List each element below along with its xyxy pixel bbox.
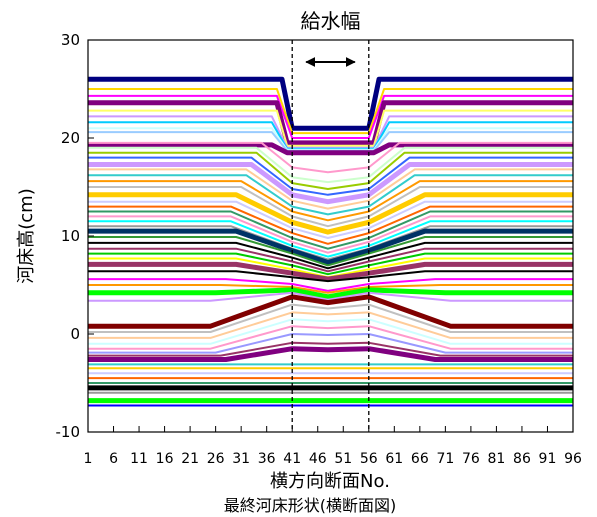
x-tick-label: 46 <box>309 451 327 467</box>
y-tick-label: 20 <box>61 129 80 147</box>
series-line-16 <box>88 168 573 210</box>
x-tick-label: 81 <box>488 451 506 467</box>
series-line-27 <box>88 228 573 265</box>
x-tick-label: 76 <box>462 451 480 467</box>
x-axis: 1 6 11 16 21 26 31 36 41 46 51 56 61 66 71 76 81 86 91 96 <box>84 426 582 467</box>
y-tick-label: -10 <box>56 423 81 441</box>
series-line-38 <box>88 291 573 302</box>
y-axis-label: 河床高(cm) <box>16 188 37 283</box>
series-line-42 <box>88 318 573 345</box>
x-tick-label: 6 <box>109 451 118 467</box>
series-line-45 <box>88 341 573 357</box>
series-line-29 <box>88 241 573 270</box>
series-line-3 <box>88 94 573 139</box>
x-tick-label: 96 <box>564 451 582 467</box>
series-line-21 <box>88 200 573 239</box>
series-line-30 <box>88 247 573 273</box>
series-line-44 <box>88 333 573 354</box>
series-layer <box>88 76 573 407</box>
series-line-40 <box>88 303 573 333</box>
x-tick-label: 56 <box>360 451 378 467</box>
x-tick-label: 41 <box>283 451 301 467</box>
x-tick-label: 1 <box>84 451 93 467</box>
x-tick-label: 11 <box>130 451 148 467</box>
series-line-5 <box>88 109 573 147</box>
series-line-14 <box>88 156 573 196</box>
y-tick-label: 10 <box>61 227 80 245</box>
series-line-43 <box>88 325 573 350</box>
series-line-22 <box>88 205 573 245</box>
series-line-23 <box>88 210 573 250</box>
series-line-34 <box>88 270 573 283</box>
series-line-11 <box>88 141 573 174</box>
x-tick-label: 16 <box>156 451 174 467</box>
x-tick-label: 71 <box>436 451 454 467</box>
series-line-41 <box>88 311 573 339</box>
series-line-1 <box>88 76 573 131</box>
series-line-26 <box>88 225 573 261</box>
x-tick-label: 91 <box>539 451 557 467</box>
series-line-18 <box>88 180 573 222</box>
x-tick-label: 21 <box>181 451 199 467</box>
series-line-10 <box>88 142 573 156</box>
y-axis: -10 0 10 20 30 <box>56 31 94 441</box>
y-tick-label: 0 <box>70 325 80 343</box>
series-line-13 <box>88 151 573 190</box>
x-tick-label: 26 <box>207 451 225 467</box>
x-axis-label: 横方向断面No. <box>270 471 390 492</box>
series-line-17 <box>88 174 573 216</box>
series-line-37 <box>88 287 573 300</box>
series-line-24 <box>88 215 573 254</box>
x-tick-label: 51 <box>334 451 352 467</box>
x-tick-label: 86 <box>513 451 531 467</box>
series-line-25 <box>88 220 573 258</box>
chart-caption: 最終河床形状(横断面図) <box>224 496 397 515</box>
series-line-15 <box>88 162 573 205</box>
x-tick-label: 66 <box>411 451 429 467</box>
series-line-33 <box>88 261 573 282</box>
series-line-35 <box>88 278 573 292</box>
series-line-36 <box>88 284 573 294</box>
x-tick-label: 61 <box>385 451 403 467</box>
series-line-4 <box>88 100 573 146</box>
series-line-12 <box>88 146 573 184</box>
series-line-19 <box>88 186 573 228</box>
y-tick-label: 30 <box>61 31 80 49</box>
series-line-20 <box>88 192 573 235</box>
x-tick-label: 31 <box>232 451 250 467</box>
series-line-28 <box>88 236 573 267</box>
series-line-31 <box>88 252 573 276</box>
series-line-39 <box>88 294 573 329</box>
series-line-46 <box>88 346 573 362</box>
supply-width-annotation: 給水幅 <box>291 9 370 432</box>
series-line-2 <box>88 88 573 135</box>
supply-width-label: 給水幅 <box>301 9 361 33</box>
x-tick-label: 36 <box>258 451 276 467</box>
